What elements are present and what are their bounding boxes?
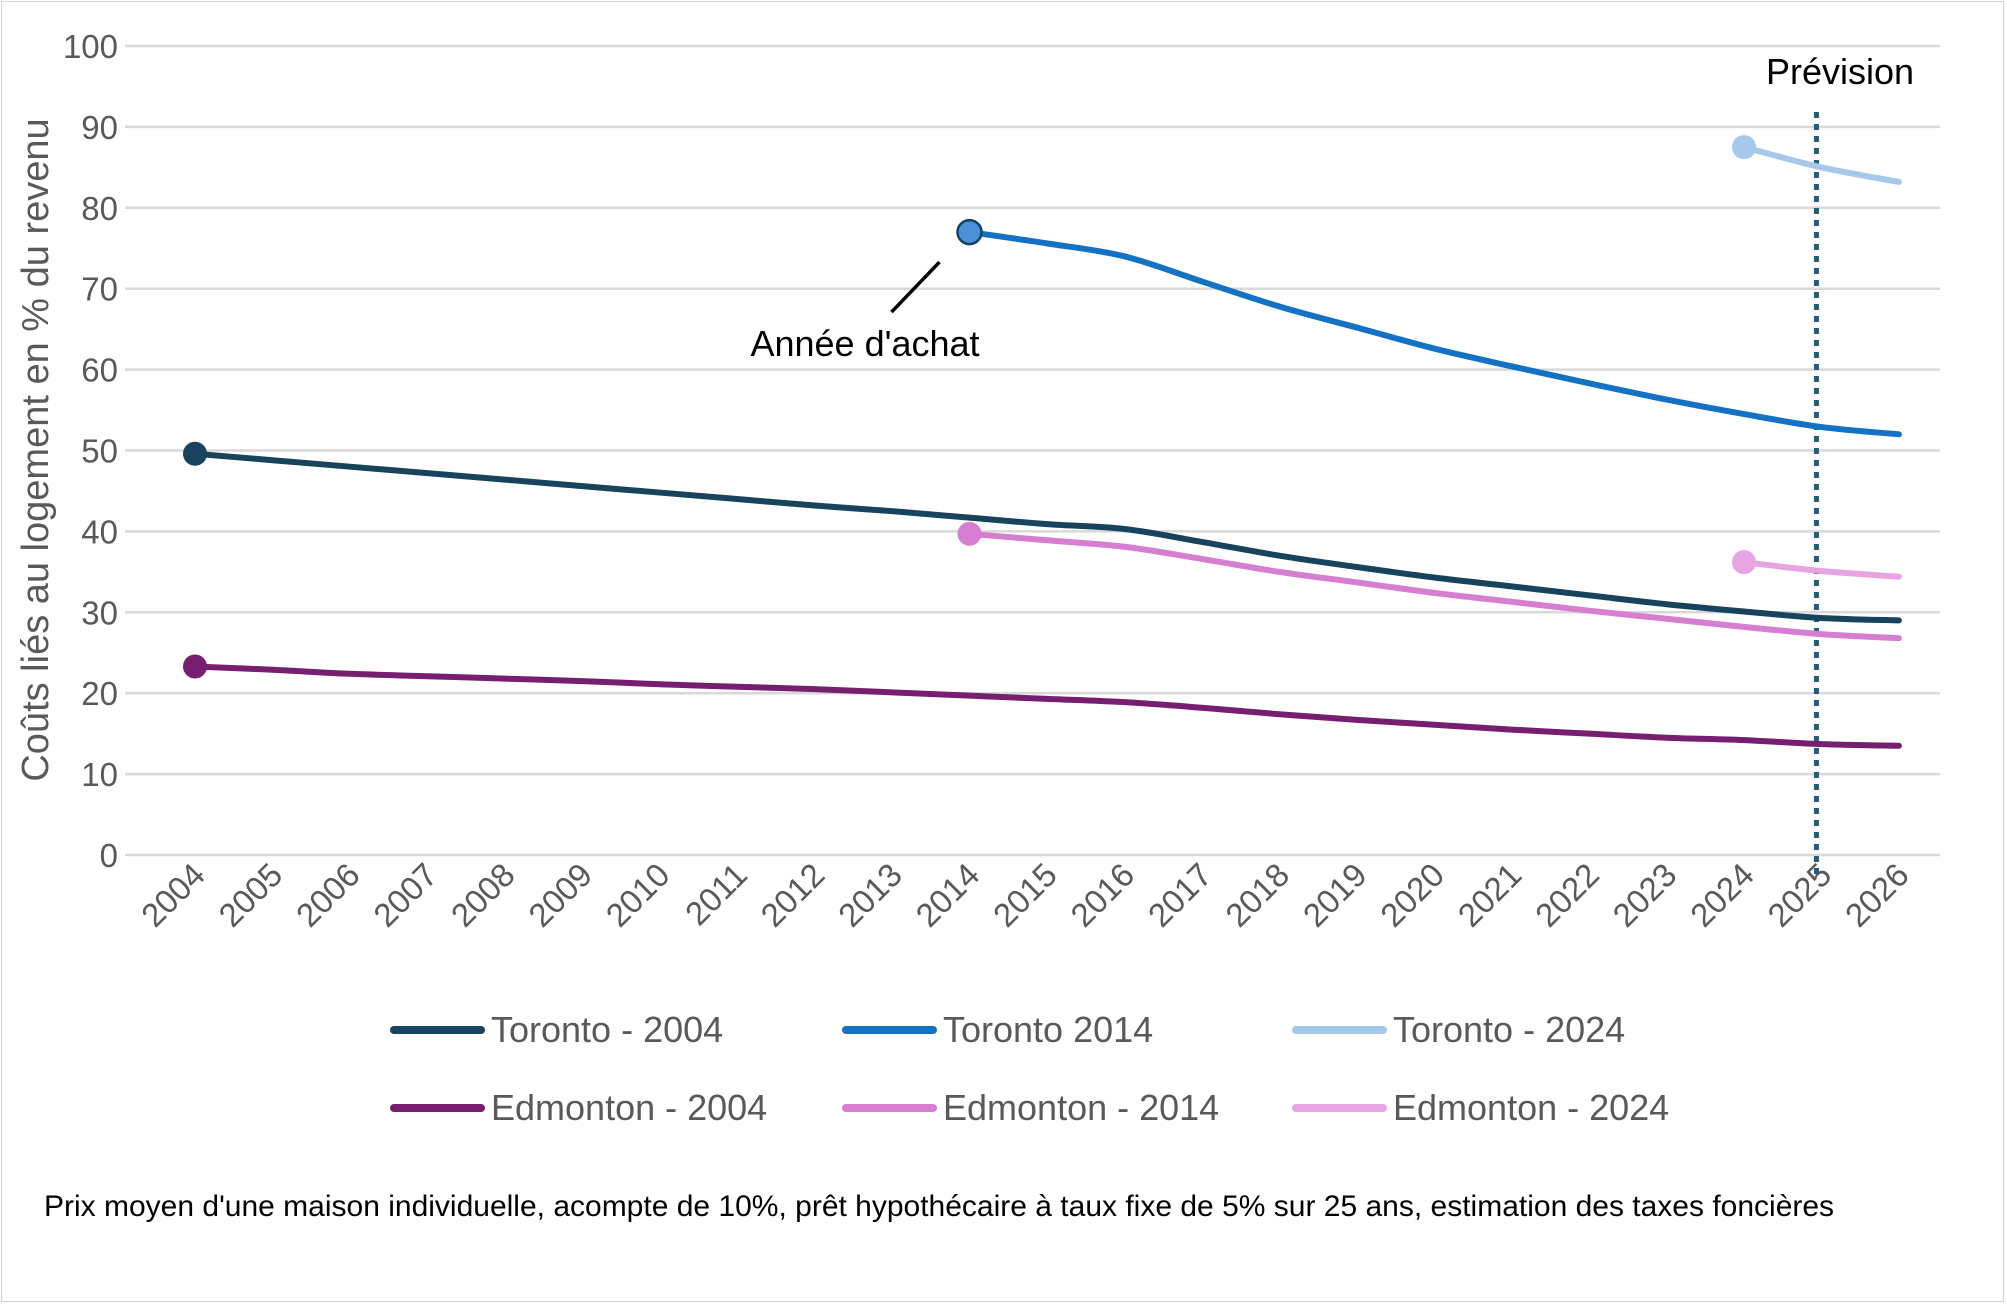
legend-item-edmonton-2014: Edmonton - 2014	[842, 1083, 1219, 1133]
y-tick-label: 0	[100, 837, 118, 874]
purchase-marker-toronto-2014	[956, 218, 983, 246]
legend-item-toronto-2004: Toronto - 2004	[390, 1005, 723, 1055]
y-tick-label: 40	[81, 513, 118, 550]
y-axis-ticks: 0 10 20 30 40 50 60 70 80 90 100	[63, 28, 118, 874]
legend-label: Edmonton - 2004	[491, 1087, 768, 1128]
annotation-text: Année d'achat	[750, 323, 979, 364]
legend-item-toronto-2014: Toronto 2014	[842, 1005, 1153, 1055]
x-tick-label: 2026	[1838, 856, 1916, 934]
y-tick-label: 50	[81, 433, 118, 470]
legend-swatch	[1292, 1104, 1387, 1112]
legend-swatch	[390, 1026, 485, 1034]
series-line-toronto-2014	[966, 229, 1902, 438]
x-tick-label: 2008	[444, 856, 522, 934]
x-tick-label: 2013	[831, 856, 909, 934]
y-tick-label: 30	[81, 594, 118, 631]
x-axis-ticks: 2004 2005 2006 2007 2008 2009 2010 2011 2012 2013…	[134, 856, 1916, 934]
y-tick-label: 80	[81, 190, 118, 227]
series-line-toronto-2004	[192, 450, 1902, 624]
purchase-annotation: Année d'achat	[750, 260, 980, 364]
legend: Toronto - 2004 Toronto 2014 Toronto - 2024…	[390, 1005, 1790, 1165]
x-tick-label: 2020	[1373, 856, 1451, 934]
x-tick-label: 2019	[1296, 856, 1374, 934]
purchase-marker-edmonton-2004	[183, 654, 207, 679]
x-tick-label: 2022	[1528, 856, 1606, 934]
x-tick-label: 2025	[1760, 856, 1838, 934]
x-tick-label: 2005	[211, 856, 289, 934]
x-tick-label: 2024	[1683, 856, 1761, 934]
forecast-label: Prévision	[1766, 51, 1914, 92]
legend-item-edmonton-2004: Edmonton - 2004	[390, 1083, 767, 1133]
x-tick-label: 2015	[986, 856, 1064, 934]
chart-note: Prix moyen d'une maison individuelle, ac…	[44, 1190, 1835, 1223]
x-tick-label: 2017	[1141, 856, 1219, 934]
legend-item-edmonton-2024: Edmonton - 2024	[1292, 1083, 1669, 1133]
purchase-marker-edmonton-2024	[1732, 550, 1756, 575]
y-tick-label: 100	[63, 28, 118, 65]
x-tick-label: 2010	[599, 856, 677, 934]
y-tick-label: 70	[81, 271, 118, 308]
purchase-marker-toronto-2024	[1732, 135, 1756, 160]
x-tick-label: 2018	[1218, 856, 1296, 934]
series-line-edmonton-2024	[1741, 559, 1902, 580]
x-tick-label: 2006	[289, 856, 367, 934]
series-line-toronto-2024	[1741, 144, 1902, 185]
y-tick-label: 10	[81, 756, 118, 793]
x-tick-label: 2016	[1063, 856, 1141, 934]
legend-swatch	[1292, 1026, 1387, 1034]
x-tick-label: 2012	[753, 856, 831, 934]
purchase-markers	[183, 135, 1756, 679]
forecast-marker: Prévision	[1766, 51, 1914, 875]
legend-item-toronto-2024: Toronto - 2024	[1292, 1005, 1625, 1055]
x-tick-label: 2004	[134, 856, 212, 934]
series-line-edmonton-2014	[966, 530, 1902, 642]
y-tick-label: 90	[81, 109, 118, 146]
y-tick-label: 60	[81, 352, 118, 389]
annotation-leader-line	[890, 260, 941, 314]
legend-label: Toronto - 2004	[491, 1009, 724, 1050]
x-tick-label: 2009	[521, 856, 599, 934]
purchase-marker-toronto-2004	[183, 441, 207, 466]
x-tick-label: 2007	[366, 856, 444, 934]
y-axis-label: Coûts liés au logement en % du revenu	[15, 118, 57, 781]
x-tick-label: 2014	[908, 856, 986, 934]
legend-swatch	[842, 1104, 937, 1112]
legend-swatch	[842, 1026, 937, 1034]
x-tick-label: 2021	[1451, 856, 1529, 934]
legend-label: Toronto - 2024	[1393, 1009, 1626, 1050]
gridlines	[125, 44, 1940, 857]
series-lines	[192, 144, 1902, 749]
series-line-edmonton-2004	[192, 663, 1902, 749]
legend-label: Edmonton - 2014	[943, 1087, 1220, 1128]
x-tick-label: 2023	[1605, 856, 1683, 934]
purchase-marker-edmonton-2014	[957, 521, 982, 546]
x-tick-label: 2011	[678, 856, 754, 932]
legend-label: Toronto 2014	[943, 1009, 1154, 1050]
y-tick-label: 20	[81, 675, 118, 712]
legend-label: Edmonton - 2024	[1393, 1087, 1670, 1128]
legend-swatch	[390, 1104, 485, 1112]
